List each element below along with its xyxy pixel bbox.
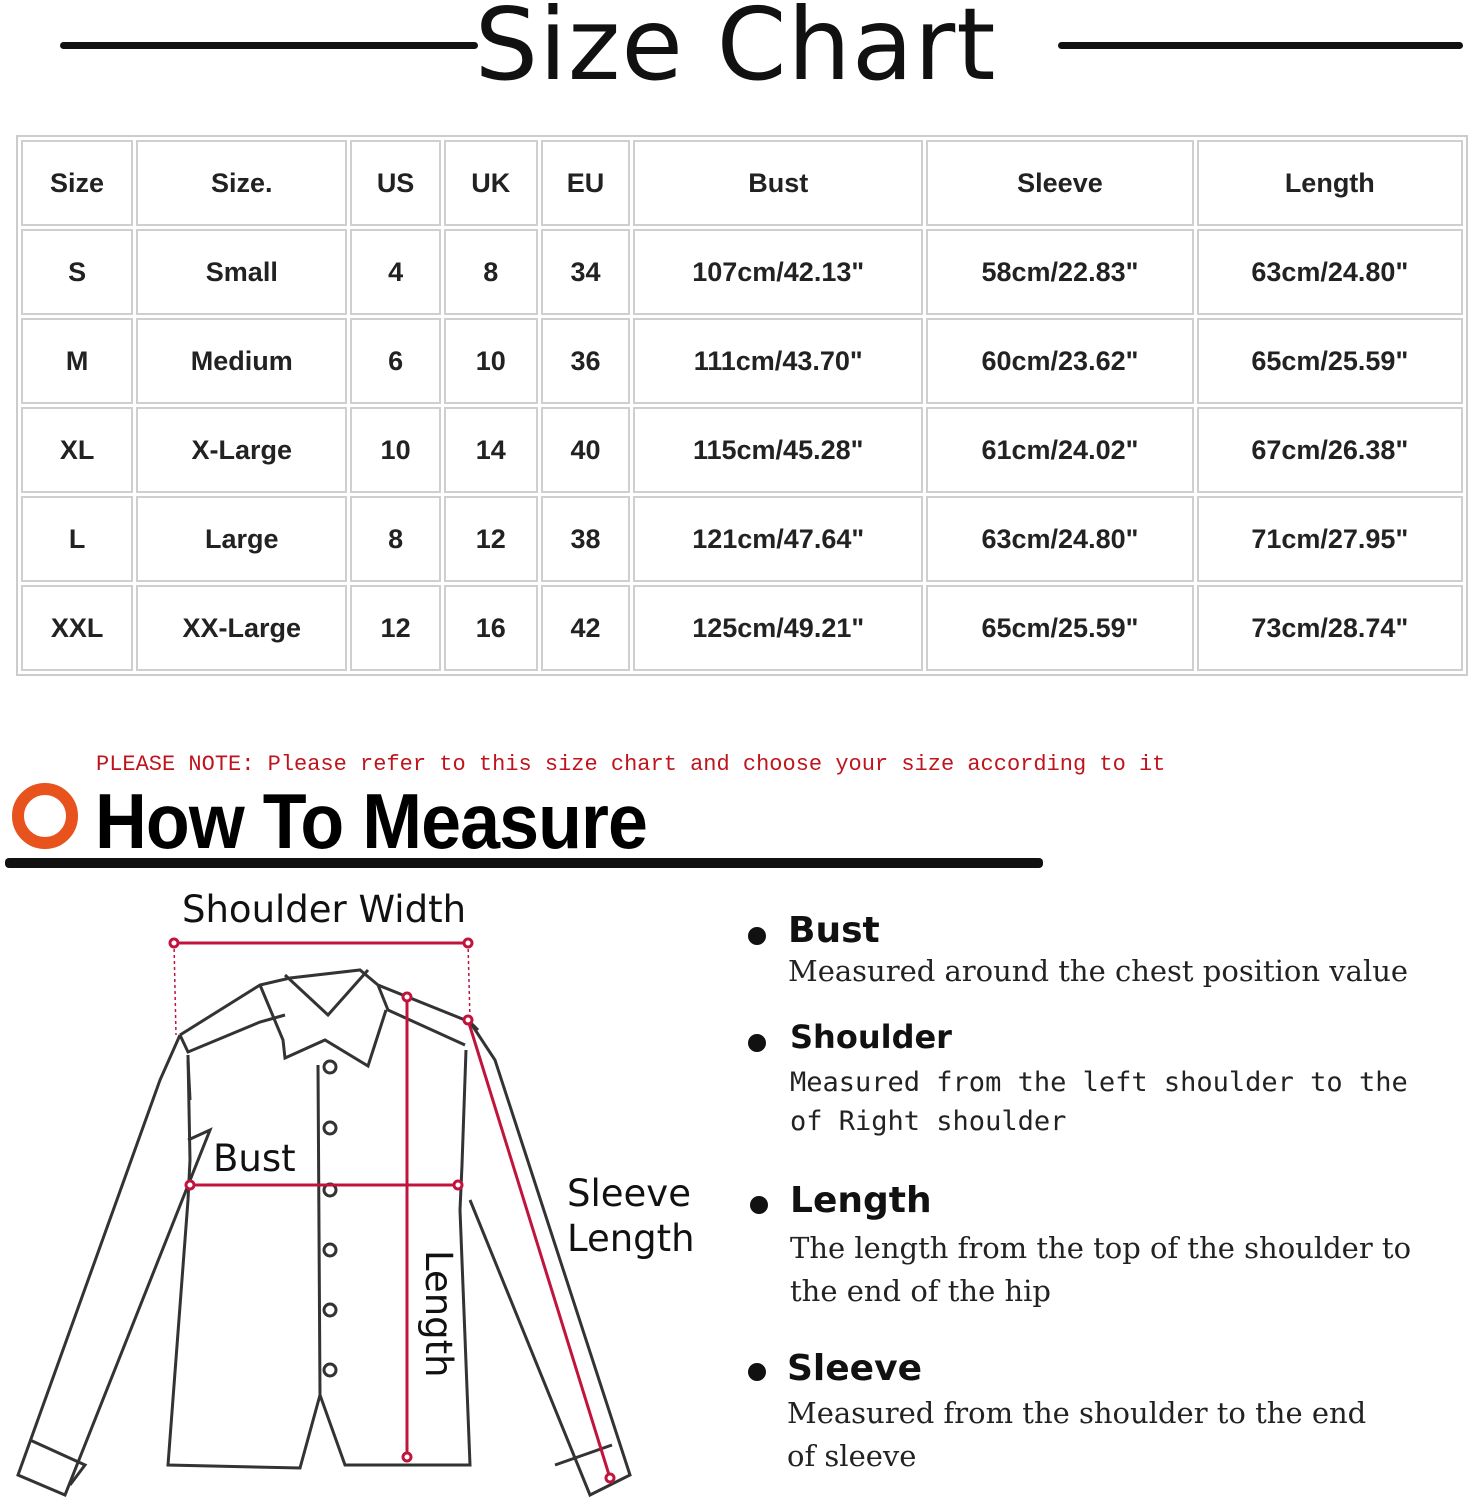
header-uk: UK	[443, 140, 538, 226]
guide-shoulder-heading: Shoulder	[790, 1018, 952, 1056]
size-table: Size Size. US UK EU Bust Sleeve Length S…	[16, 135, 1468, 676]
label-bust: Bust	[213, 1137, 296, 1180]
bullet-icon	[748, 1034, 766, 1052]
label-length: Length	[417, 1250, 460, 1378]
title-rule-right	[1058, 42, 1463, 49]
table-cell: 73cm/28.74"	[1196, 585, 1463, 671]
header-sleeve: Sleeve	[926, 140, 1194, 226]
guide-sleeve-text-1: Measured from the shoulder to the end	[787, 1396, 1367, 1430]
page-title: Size Chart	[474, 0, 997, 103]
buttons	[322, 1059, 338, 1378]
table-cell: 40	[540, 407, 631, 493]
table-cell: X-Large	[136, 407, 348, 493]
please-note: PLEASE NOTE: Please refer to this size c…	[96, 752, 1166, 777]
table-header-row: Size Size. US UK EU Bust Sleeve Length	[21, 140, 1463, 226]
table-cell: 34	[540, 229, 631, 315]
guide-length-text-2: the end of the hip	[790, 1274, 1051, 1308]
table-cell: 60cm/23.62"	[926, 318, 1194, 404]
header-size: Size	[21, 140, 134, 226]
table-cell: 12	[443, 496, 538, 582]
table-row: XL X-Large 10 14 40 115cm/45.28" 61cm/24.02" 67…	[21, 407, 1463, 493]
table-cell: Large	[136, 496, 348, 582]
shirt-outline	[16, 968, 632, 1498]
header-length: Length	[1196, 140, 1463, 226]
table-cell: 8	[443, 229, 538, 315]
table-cell: 4	[350, 229, 441, 315]
table-cell: XL	[21, 407, 134, 493]
sleeve-line	[466, 1019, 612, 1479]
guide-sleeve-heading: Sleeve	[787, 1348, 922, 1389]
table-cell: Small	[136, 229, 348, 315]
table-cell: 10	[350, 407, 441, 493]
guide-shoulder-text-1: Measured from the left shoulder to the	[790, 1067, 1408, 1098]
table-cell: 36	[540, 318, 631, 404]
table-cell: 63cm/24.80"	[926, 496, 1194, 582]
label-sleeve: Sleeve	[567, 1172, 691, 1215]
table-cell: 16	[443, 585, 538, 671]
table-cell: 65cm/25.59"	[926, 585, 1194, 671]
table-cell: Medium	[136, 318, 348, 404]
table-row: L Large 8 12 38 121cm/47.64" 63cm/24.80" 71cm/2…	[21, 496, 1463, 582]
bullet-icon	[750, 1196, 768, 1214]
label-sleeve-length: Length	[567, 1217, 695, 1260]
table-cell: 65cm/25.59"	[1196, 318, 1463, 404]
table-cell: 71cm/27.95"	[1196, 496, 1463, 582]
table-cell: XX-Large	[136, 585, 348, 671]
table-cell: L	[21, 496, 134, 582]
guide-bust-heading: Bust	[788, 910, 880, 951]
table-cell: 67cm/26.38"	[1196, 407, 1463, 493]
how-to-measure-title: How To Measure	[95, 777, 648, 865]
table-cell: M	[21, 318, 134, 404]
header-us: US	[350, 140, 441, 226]
bullet-icon	[748, 1363, 766, 1381]
table-row: S Small 4 8 34 107cm/42.13" 58cm/22.83" 63cm/24…	[21, 229, 1463, 315]
table-cell: 125cm/49.21"	[633, 585, 924, 671]
table-cell: 6	[350, 318, 441, 404]
table-cell: 107cm/42.13"	[633, 229, 924, 315]
table-cell: 111cm/43.70"	[633, 318, 924, 404]
table-cell: 10	[443, 318, 538, 404]
table-cell: S	[21, 229, 134, 315]
table-cell: XXL	[21, 585, 134, 671]
table-row: M Medium 6 10 36 111cm/43.70" 60cm/23.62" 65cm/…	[21, 318, 1463, 404]
table-cell: 42	[540, 585, 631, 671]
title-rule-left	[60, 42, 478, 49]
table-cell: 121cm/47.64"	[633, 496, 924, 582]
table-cell: 12	[350, 585, 441, 671]
guide-shoulder-text-2: of Right shoulder	[790, 1106, 1067, 1137]
guide-length-heading: Length	[790, 1180, 932, 1221]
table-cell: 14	[443, 407, 538, 493]
header-bust: Bust	[633, 140, 924, 226]
guide-sleeve-text-2: of sleeve	[787, 1439, 917, 1473]
table-cell: 63cm/24.80"	[1196, 229, 1463, 315]
measure-rule	[5, 858, 1043, 868]
table-cell: 61cm/24.02"	[926, 407, 1194, 493]
table-cell: 58cm/22.83"	[926, 229, 1194, 315]
table-cell: 38	[540, 496, 631, 582]
table-cell: 8	[350, 496, 441, 582]
measure-lines	[168, 937, 616, 1484]
guide-length-text-1: The length from the top of the shoulder …	[790, 1231, 1412, 1265]
header-size-name: Size.	[136, 140, 348, 226]
label-shoulder-width: Shoulder Width	[182, 888, 467, 931]
table-row: XXL XX-Large 12 16 42 125cm/49.21" 65cm/25.59"…	[21, 585, 1463, 671]
bullet-icon	[748, 927, 766, 945]
header-eu: EU	[540, 140, 631, 226]
guide-bust-text: Measured around the chest position value	[788, 954, 1409, 988]
table-cell: 115cm/45.28"	[633, 407, 924, 493]
